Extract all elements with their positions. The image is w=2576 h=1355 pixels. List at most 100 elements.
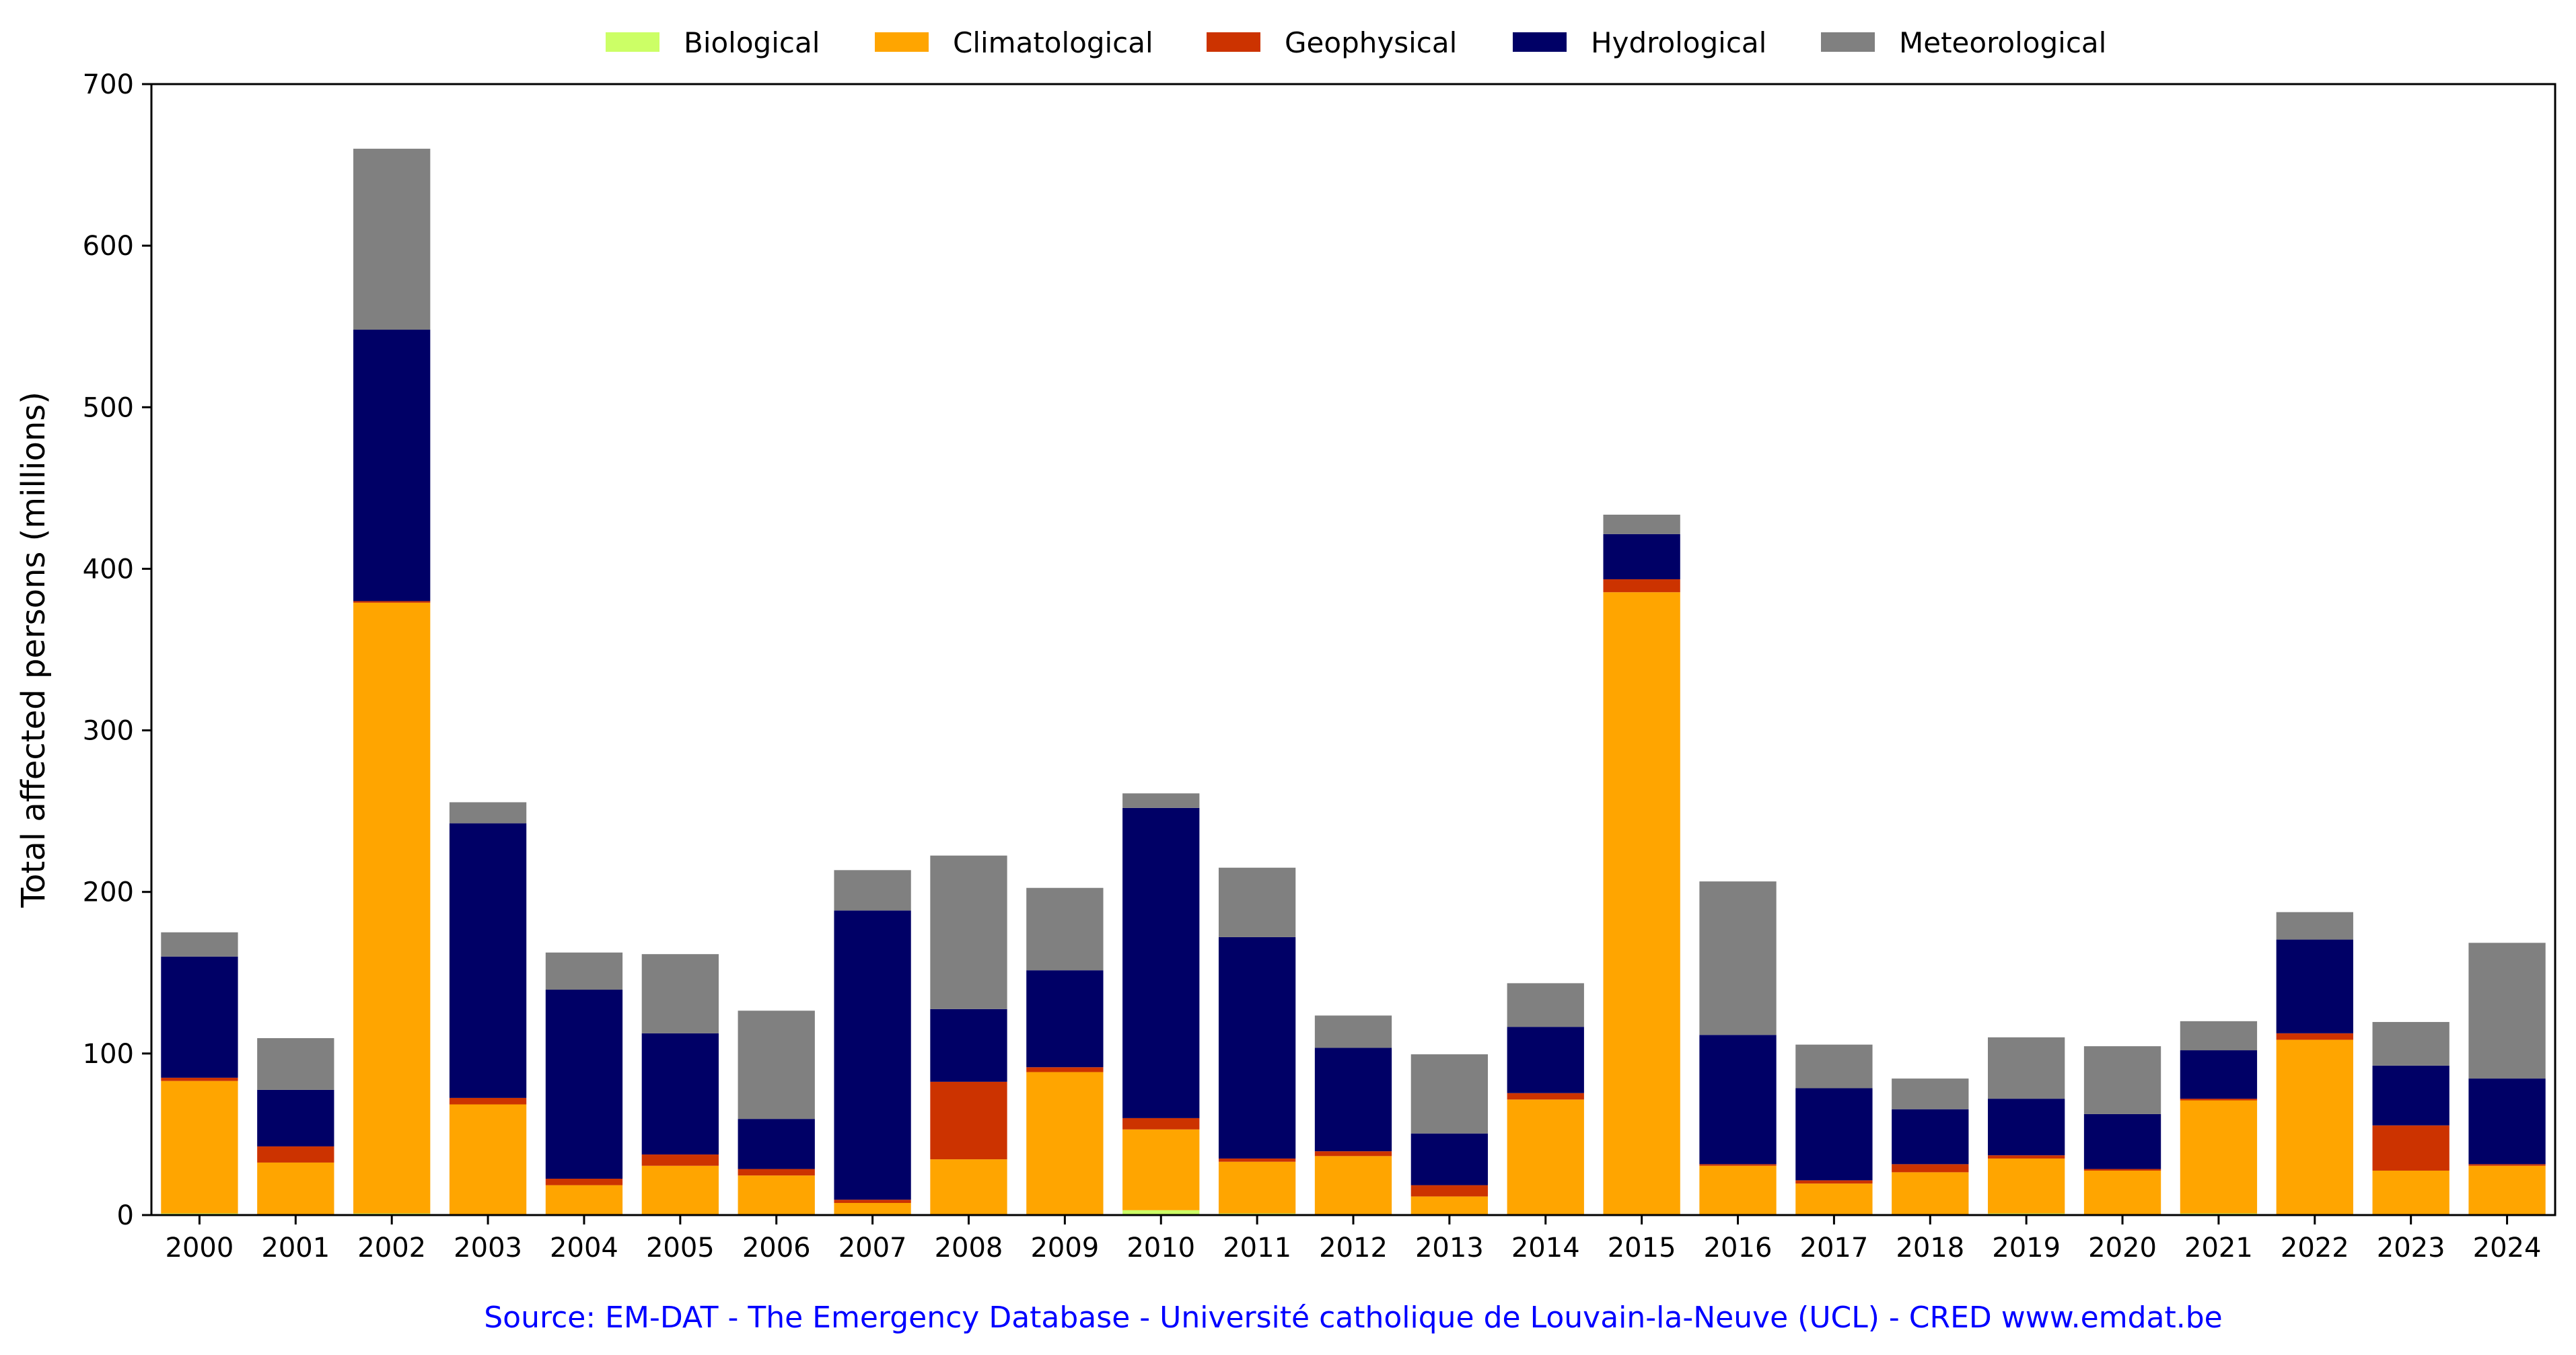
x-tick-label: 2005 <box>646 1233 715 1264</box>
x-tick-label: 2021 <box>2184 1233 2253 1264</box>
bar-climatological-2013 <box>1410 1196 1489 1214</box>
bar-meteorological-2014 <box>1507 983 1584 1027</box>
bar-climatological-2006 <box>738 1175 815 1214</box>
bar-climatological-2009 <box>1026 1072 1104 1214</box>
x-tick-label: 2012 <box>1319 1233 1388 1264</box>
bar-geophysical-2011 <box>1218 1158 1296 1162</box>
bar-hydrological-2002 <box>353 330 431 601</box>
bar-geophysical-2018 <box>1892 1164 1969 1173</box>
bar-hydrological-2016 <box>1699 1035 1777 1165</box>
bar-meteorological-2009 <box>1026 887 1104 971</box>
bar-meteorological-2017 <box>1795 1044 1873 1089</box>
bar-hydrological-2012 <box>1314 1048 1392 1152</box>
bar-geophysical-2003 <box>449 1097 527 1105</box>
y-tick-label: 100 <box>83 1039 134 1070</box>
bar-biological-2010 <box>1122 1210 1200 1215</box>
bar-geophysical-2002 <box>353 601 431 603</box>
bar-geophysical-2010 <box>1122 1118 1200 1130</box>
legend-swatch-meteorological <box>1821 32 1875 52</box>
x-tick-label: 2020 <box>2088 1233 2157 1264</box>
bar-meteorological-2008 <box>930 855 1007 1009</box>
legend-label-hydrological: Hydrological <box>1591 26 1766 59</box>
bar-geophysical-2013 <box>1410 1185 1489 1197</box>
legend-label-meteorological: Meteorological <box>1899 26 2106 59</box>
x-tick-label: 2018 <box>1896 1233 1964 1264</box>
bar-climatological-2022 <box>2276 1039 2353 1214</box>
legend-swatch-hydrological <box>1513 32 1567 52</box>
bar-meteorological-2006 <box>738 1011 815 1120</box>
bar-climatological-2008 <box>930 1159 1007 1214</box>
bar-climatological-2001 <box>257 1162 334 1214</box>
bar-hydrological-2019 <box>1988 1099 2065 1156</box>
x-tick-label: 2023 <box>2377 1233 2445 1264</box>
bar-geophysical-2007 <box>834 1200 911 1203</box>
y-axis-ticks: 0 100 200 300 400 500 600 700 <box>83 69 151 1231</box>
y-tick-label: 700 <box>83 69 134 100</box>
bar-hydrological-2000 <box>161 956 238 1078</box>
bar-geophysical-2024 <box>2468 1164 2546 1166</box>
x-tick-label: 2008 <box>935 1233 1003 1264</box>
bar-climatological-2021 <box>2180 1100 2258 1214</box>
legend-swatch-biological <box>606 32 659 52</box>
bar-meteorological-2018 <box>1892 1078 1969 1109</box>
legend: Biological Climatological Geophysical Hydro… <box>606 26 2106 59</box>
bar-climatological-2011 <box>1218 1161 1296 1214</box>
bar-meteorological-2000 <box>161 932 238 957</box>
x-tick-label: 2014 <box>1511 1233 1580 1264</box>
bar-climatological-2012 <box>1314 1156 1392 1214</box>
bar-climatological-2007 <box>834 1202 911 1214</box>
bar-climatological-2020 <box>2083 1170 2161 1214</box>
bar-hydrological-2011 <box>1218 937 1296 1159</box>
x-tick-label: 2000 <box>166 1233 234 1264</box>
y-tick-label: 300 <box>83 716 134 747</box>
y-tick-label: 0 <box>117 1200 134 1231</box>
bar-meteorological-2013 <box>1410 1054 1489 1134</box>
x-axis-ticks: 2000 2001 2002 2003 2004 2005 2006 2007 2008 2009… <box>166 1215 2542 1264</box>
bar-climatological-2019 <box>1988 1158 2065 1214</box>
bar-hydrological-2007 <box>834 910 911 1200</box>
bar-meteorological-2002 <box>353 149 431 330</box>
bar-hydrological-2008 <box>930 1009 1007 1082</box>
x-tick-label: 2024 <box>2473 1233 2542 1264</box>
y-tick-label: 400 <box>83 554 134 585</box>
bar-geophysical-2008 <box>930 1081 1007 1160</box>
bar-climatological-2004 <box>545 1185 623 1214</box>
bar-meteorological-2022 <box>2276 912 2353 940</box>
bar-meteorological-2010 <box>1122 793 1200 808</box>
y-tick-label: 500 <box>83 392 134 423</box>
bar-hydrological-2021 <box>2180 1050 2258 1099</box>
bar-meteorological-2011 <box>1218 867 1296 937</box>
bar-climatological-2003 <box>449 1104 527 1214</box>
legend-swatch-climatological <box>875 32 929 52</box>
bar-geophysical-2021 <box>2180 1099 2258 1101</box>
bar-climatological-2016 <box>1699 1165 1777 1214</box>
y-axis-label: Total affected persons (millions) <box>15 392 52 908</box>
bar-geophysical-2015 <box>1603 579 1680 593</box>
x-tick-label: 2022 <box>2281 1233 2349 1264</box>
bar-geophysical-2001 <box>257 1146 334 1163</box>
bar-geophysical-2000 <box>161 1077 238 1081</box>
bar-hydrological-2003 <box>449 823 527 1098</box>
bar-hydrological-2001 <box>257 1089 334 1146</box>
bar-geophysical-2012 <box>1314 1151 1392 1157</box>
bar-climatological-2023 <box>2372 1170 2449 1214</box>
bar-climatological-2005 <box>641 1165 719 1214</box>
bar-geophysical-2006 <box>738 1169 815 1176</box>
bar-meteorological-2020 <box>2083 1046 2161 1114</box>
x-tick-label: 2015 <box>1608 1233 1676 1264</box>
x-tick-label: 2006 <box>742 1233 811 1264</box>
source-note: Source: EM-DAT - The Emergency Database … <box>484 1301 2222 1335</box>
legend-swatch-geophysical <box>1207 32 1260 52</box>
bar-geophysical-2022 <box>2276 1033 2353 1040</box>
bar-meteorological-2016 <box>1699 881 1777 1035</box>
bar-geophysical-2017 <box>1795 1180 1873 1184</box>
x-tick-label: 2017 <box>1800 1233 1869 1264</box>
bar-geophysical-2009 <box>1026 1067 1104 1072</box>
bar-climatological-2002 <box>353 602 431 1214</box>
bar-geophysical-2019 <box>1988 1155 2065 1159</box>
bar-geophysical-2005 <box>641 1154 719 1166</box>
bar-geophysical-2014 <box>1507 1093 1584 1100</box>
bar-climatological-2024 <box>2468 1165 2546 1214</box>
bar-meteorological-2015 <box>1603 514 1680 534</box>
x-tick-label: 2003 <box>454 1233 522 1264</box>
